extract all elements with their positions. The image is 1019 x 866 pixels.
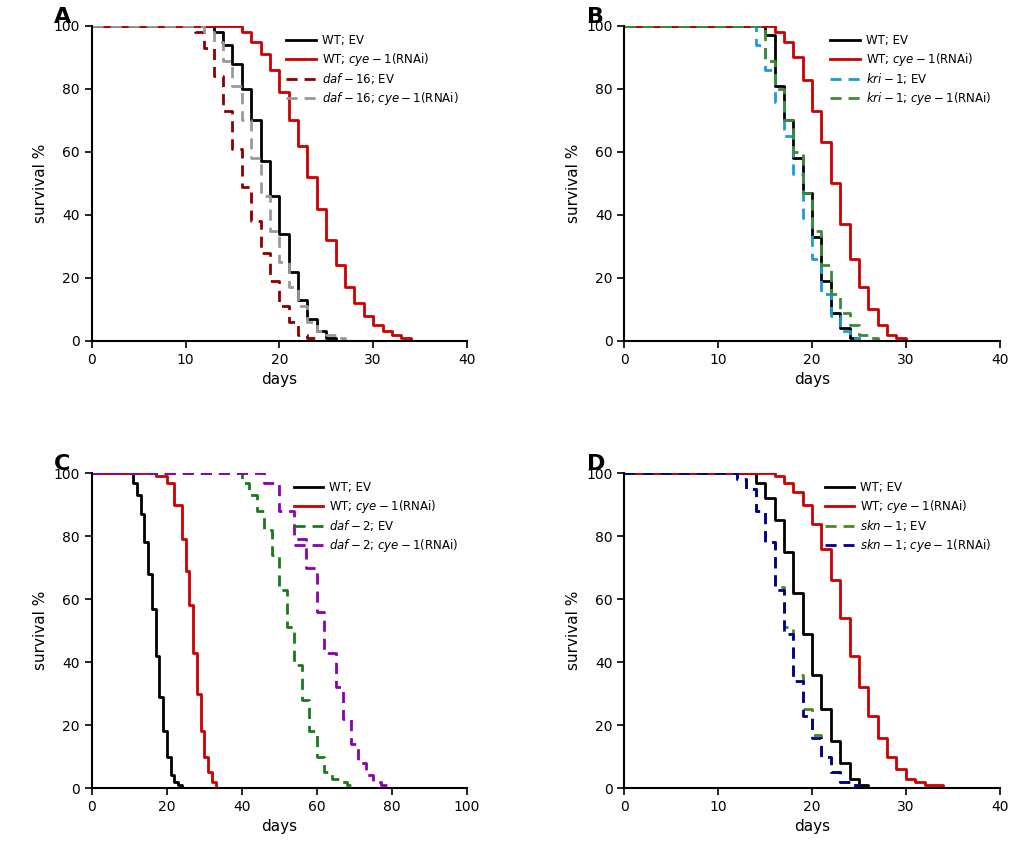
Text: C: C [54, 455, 70, 475]
X-axis label: days: days [261, 372, 298, 387]
Y-axis label: survival %: survival % [33, 591, 48, 670]
X-axis label: days: days [261, 819, 298, 835]
Legend: WT; EV, WT; $\mathit{cye-1}$(RNAi), $\mathit{skn-1}$; EV, $\mathit{skn-1}$; $\ma: WT; EV, WT; $\mathit{cye-1}$(RNAi), $\ma… [821, 479, 993, 556]
Legend: WT; EV, WT; $\mathit{cye-1}$(RNAi), $\mathit{daf-16}$; EV, $\mathit{daf-16}$; $\: WT; EV, WT; $\mathit{cye-1}$(RNAi), $\ma… [283, 32, 461, 109]
Text: B: B [586, 7, 603, 27]
X-axis label: days: days [793, 372, 829, 387]
Y-axis label: survival %: survival % [566, 591, 580, 670]
X-axis label: days: days [793, 819, 829, 835]
Y-axis label: survival %: survival % [566, 144, 580, 223]
Legend: WT; EV, WT; $\mathit{cye-1}$(RNAi), $\mathit{kri-1}$; EV, $\mathit{kri-1}$; $\ma: WT; EV, WT; $\mathit{cye-1}$(RNAi), $\ma… [827, 32, 993, 109]
Legend: WT; EV, WT; $\mathit{cye-1}$(RNAi), $\mathit{daf-2}$; EV, $\mathit{daf-2}$; $\ma: WT; EV, WT; $\mathit{cye-1}$(RNAi), $\ma… [291, 479, 461, 556]
Text: D: D [586, 455, 604, 475]
Text: A: A [54, 7, 71, 27]
Y-axis label: survival %: survival % [33, 144, 48, 223]
